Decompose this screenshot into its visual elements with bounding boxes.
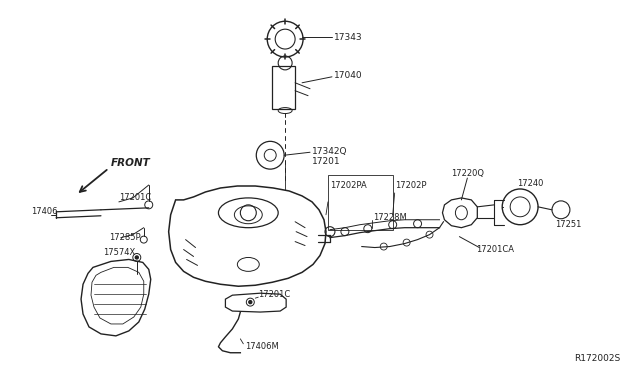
Text: 17202P: 17202P [395, 180, 426, 189]
Text: 17406: 17406 [31, 207, 58, 216]
Text: 17220Q: 17220Q [451, 169, 484, 177]
Text: 17285P: 17285P [109, 233, 141, 242]
Text: 17251: 17251 [555, 220, 581, 229]
Text: 17240: 17240 [517, 179, 543, 187]
Text: 17574X: 17574X [103, 248, 135, 257]
Text: 17040: 17040 [334, 71, 363, 80]
Circle shape [135, 256, 138, 259]
Text: 17202PA: 17202PA [330, 180, 367, 189]
Text: R172002S: R172002S [574, 354, 620, 363]
Bar [328, 175, 393, 230]
Text: 17406M: 17406M [245, 342, 279, 351]
Text: 17201C: 17201C [119, 193, 151, 202]
Text: 17228M: 17228M [372, 213, 406, 222]
Bar [272, 66, 295, 109]
Text: 17343: 17343 [334, 33, 363, 42]
Circle shape [249, 301, 252, 304]
Text: 17201CA: 17201CA [476, 245, 515, 254]
Text: 17201: 17201 [312, 157, 340, 166]
Text: 17201C: 17201C [259, 290, 291, 299]
Text: 17342Q: 17342Q [312, 147, 348, 156]
Text: FRONT: FRONT [111, 158, 150, 168]
